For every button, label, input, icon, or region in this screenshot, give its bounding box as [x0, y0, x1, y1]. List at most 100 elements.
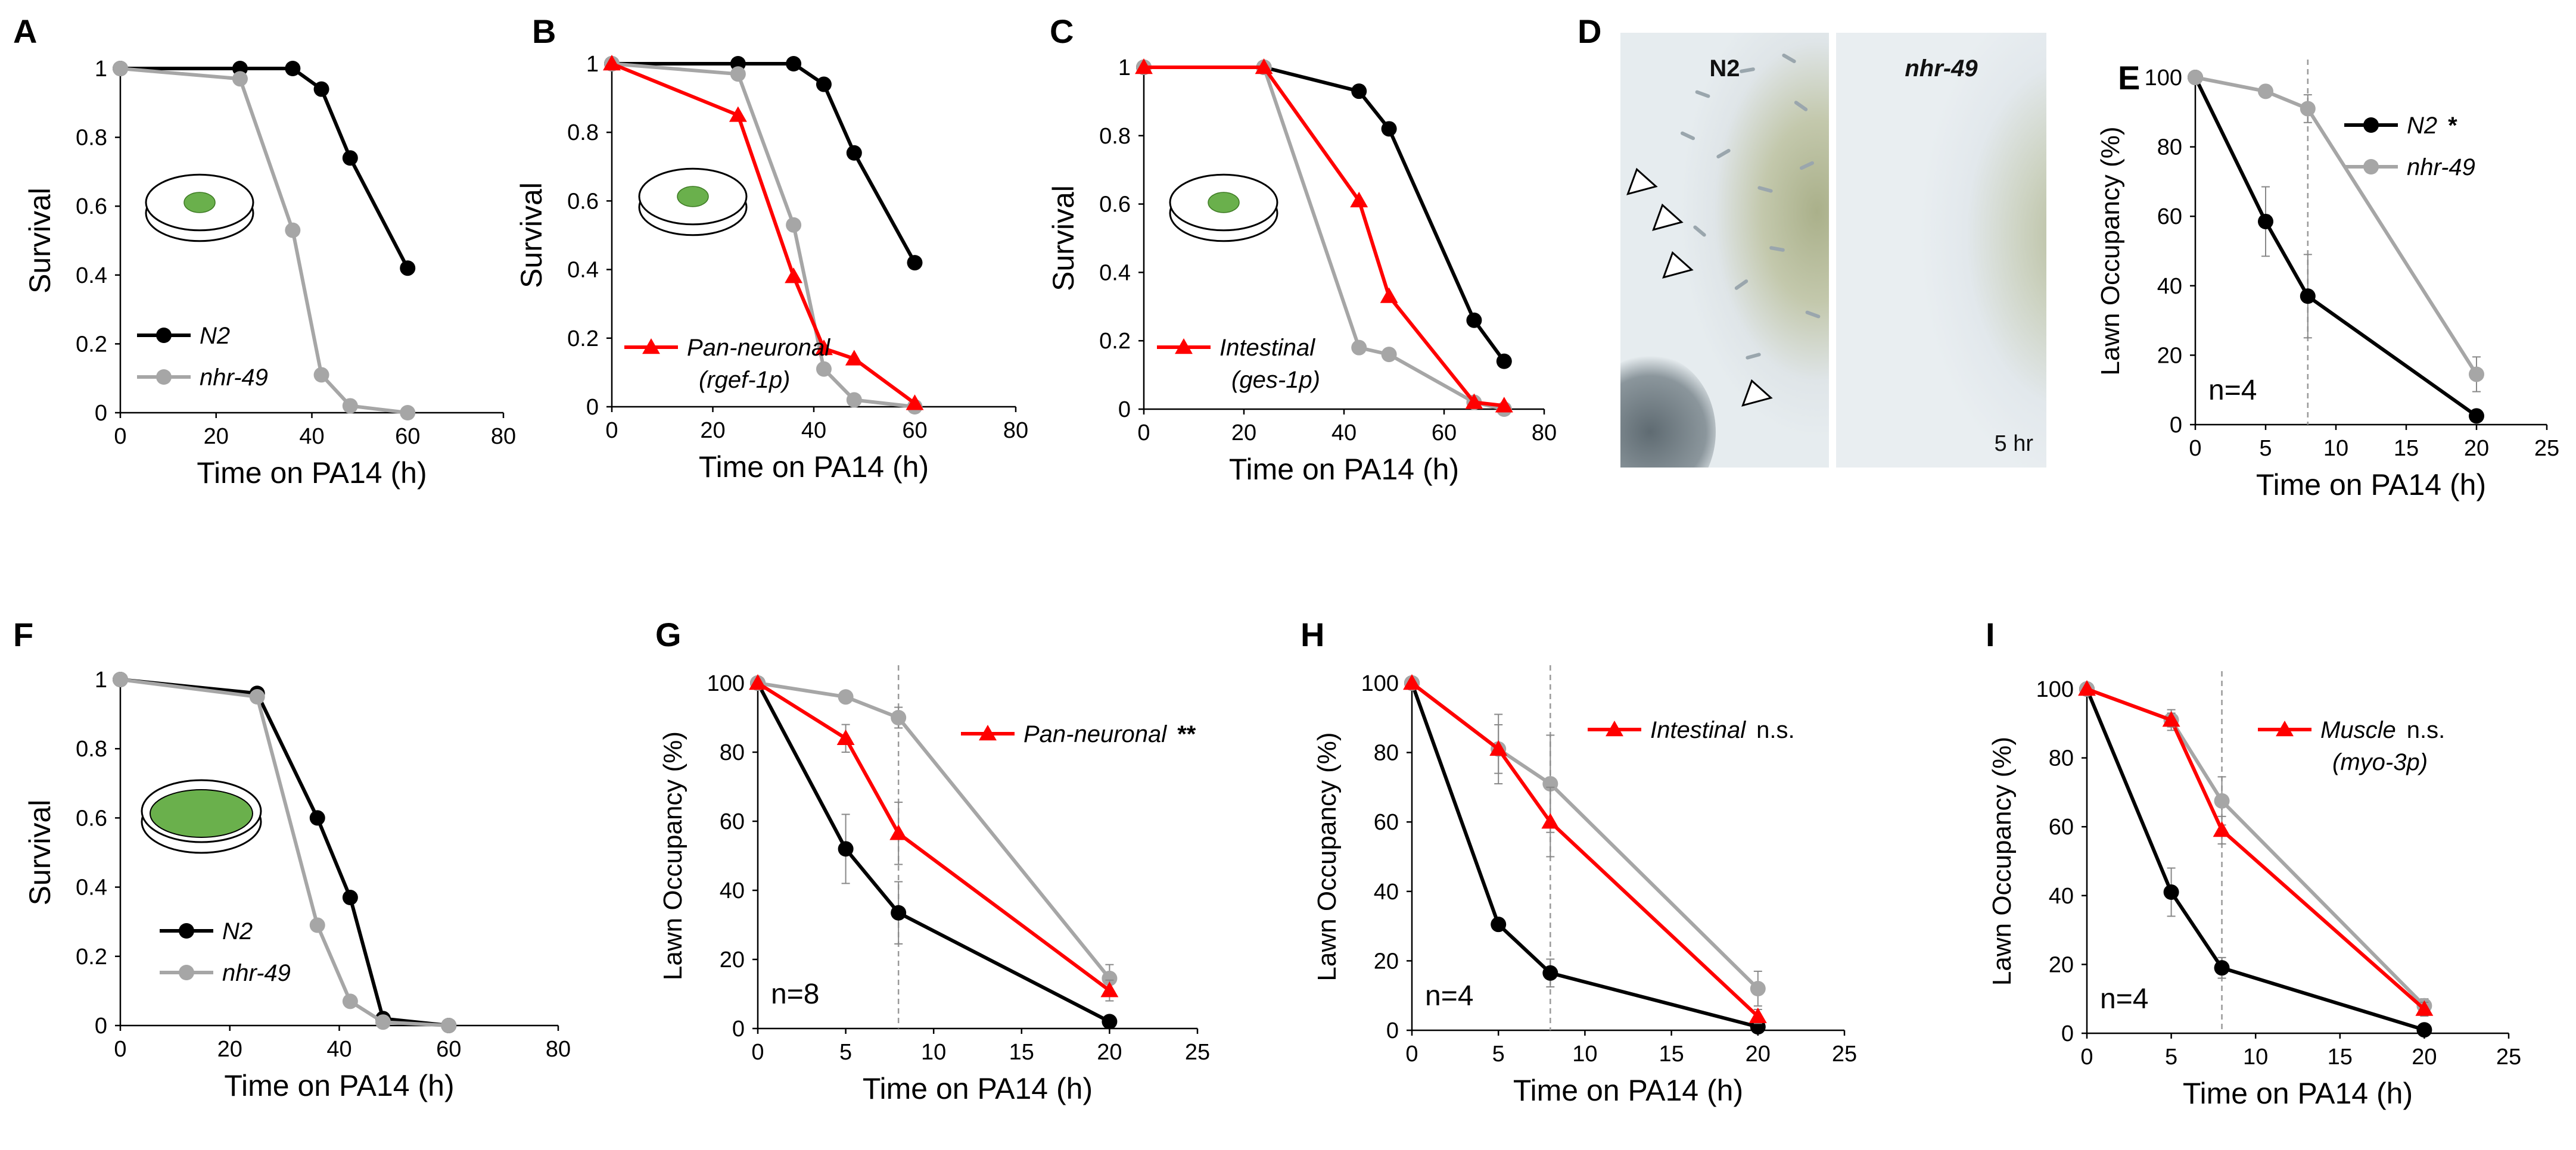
legend: N2 nhr-49 — [137, 323, 268, 391]
y-axis-label: Survival — [23, 188, 57, 294]
data-point — [729, 106, 747, 122]
data-point — [113, 672, 128, 687]
series-pan-neuronal — [749, 674, 1119, 1002]
y-tick-label: 0.8 — [76, 737, 107, 762]
x-tick-label: 80 — [491, 424, 516, 449]
data-point — [1350, 191, 1368, 208]
x-tick-label: 20 — [2412, 1045, 2437, 1070]
x-tick-label: 40 — [1331, 420, 1357, 445]
data-point — [750, 675, 766, 691]
data-point — [2258, 213, 2273, 229]
data-point — [1256, 60, 1272, 75]
data-point — [1404, 675, 1420, 691]
series-line — [1144, 66, 1505, 411]
data-point — [285, 222, 301, 238]
photo-time-label: 5 hr — [1994, 431, 2033, 456]
series-n2 — [113, 61, 416, 276]
data-point — [1541, 813, 1560, 829]
panel-f: F 0 20 40 60 80 0 0.2 0.4 0.6 0.8 1 Time on PA14 (h)… — [13, 616, 571, 1102]
legend-label: Pan-neuronal ** — [1023, 721, 1196, 747]
data-point — [342, 993, 358, 1009]
data-point — [604, 56, 620, 71]
x-tick-label: 20 — [2464, 436, 2489, 461]
y-axis-label: Lawn Occupancy (%) — [2096, 126, 2125, 375]
x-tick-label: 10 — [2323, 436, 2348, 461]
y-axis-label: Lawn Occupancy (%) — [658, 731, 687, 980]
panel-letter-f: F — [13, 616, 33, 653]
data-point — [1256, 60, 1272, 75]
series-nhr-49 — [750, 675, 1118, 993]
x-tick-label: 25 — [2496, 1045, 2521, 1070]
data-point — [730, 66, 746, 82]
series-line — [757, 681, 1111, 980]
worm — [1799, 160, 1815, 171]
y-tick-label: 1 — [1118, 55, 1131, 80]
y-tick-label: 60 — [2157, 204, 2182, 229]
series-pan-neuronal — [603, 55, 924, 410]
y-tick-label: 0 — [1118, 397, 1131, 422]
dish-rim-upper — [145, 173, 254, 232]
data-point — [1495, 397, 1513, 413]
y-tick-label: 0 — [95, 401, 107, 426]
data-point — [1404, 675, 1420, 691]
y-tick-label: 100 — [707, 671, 745, 696]
series-n2 — [2079, 681, 2432, 1038]
x-tick-label: 20 — [217, 1037, 242, 1062]
panel-letter-c: C — [1050, 13, 1074, 50]
y-tick-label: 0.8 — [567, 120, 599, 145]
photo-n2-label: N2 — [1709, 55, 1740, 82]
data-point — [1466, 394, 1482, 410]
x-tick-label: 25 — [1832, 1042, 1857, 1067]
panel-e: E 0 5 10 15 20 25 0 20 40 60 80 100 Time on PA14 (h) L… — [2096, 59, 2559, 501]
x-tick-label: 80 — [1003, 418, 1028, 443]
sample-size-label: n=4 — [2208, 375, 2257, 406]
series-nhr-49 — [604, 56, 923, 415]
y-tick-label: 100 — [1361, 671, 1399, 696]
series-line — [2086, 687, 2426, 1011]
panel-b: B 0 20 40 60 80 0 0.2 0.4 0.6 0.8 1 Time on PA14 (h)… — [515, 13, 1028, 484]
legend: Intestinal n.s. — [1588, 717, 1795, 743]
legend-marker — [1606, 721, 1623, 737]
data-point — [2416, 998, 2432, 1014]
legend-marker — [2363, 159, 2379, 174]
series-n2 — [604, 56, 923, 271]
data-point — [604, 56, 620, 71]
petri-dish-icon — [141, 779, 262, 854]
y-tick-label: 60 — [2049, 815, 2074, 840]
data-point — [2415, 1000, 2434, 1016]
data-point — [1491, 917, 1507, 933]
y-tick-label: 0.6 — [567, 189, 599, 214]
worm — [1757, 185, 1774, 194]
legend-sublabel: (myo-3p) — [2332, 749, 2428, 775]
dish-rim-upper — [638, 167, 748, 226]
legend-label: nhr-49 — [2407, 154, 2475, 180]
series-n2 — [1404, 675, 1766, 1035]
data-point — [1491, 741, 1507, 757]
series-intestinal — [1403, 674, 1767, 1024]
series-line — [2194, 76, 2478, 417]
x-tick-label: 20 — [1231, 420, 1256, 445]
legend-label: Intestinal n.s. — [1650, 717, 1795, 743]
legend: N2 nhr-49 — [160, 918, 291, 986]
series-line — [1410, 682, 1759, 1029]
data-point — [309, 810, 325, 826]
data-point — [1136, 60, 1152, 75]
data-point — [749, 674, 767, 690]
y-tick-label: 1 — [95, 668, 107, 693]
data-point — [836, 729, 855, 746]
data-point — [816, 361, 832, 377]
legend: Intestinal (ges-1p) — [1157, 335, 1320, 393]
data-point — [1381, 121, 1397, 137]
data-point — [2188, 70, 2203, 85]
significance-label: n.s. — [2407, 717, 2445, 743]
data-point — [400, 260, 416, 276]
y-tick-label: 0 — [2061, 1021, 2074, 1046]
data-point — [2416, 1022, 2432, 1038]
x-tick-label: 0 — [2080, 1045, 2093, 1070]
dish-rim-lower — [1169, 184, 1278, 242]
x-tick-label: 20 — [700, 418, 725, 443]
data-point — [232, 61, 248, 76]
data-point — [113, 61, 128, 76]
dish-rim-lower — [145, 184, 254, 242]
